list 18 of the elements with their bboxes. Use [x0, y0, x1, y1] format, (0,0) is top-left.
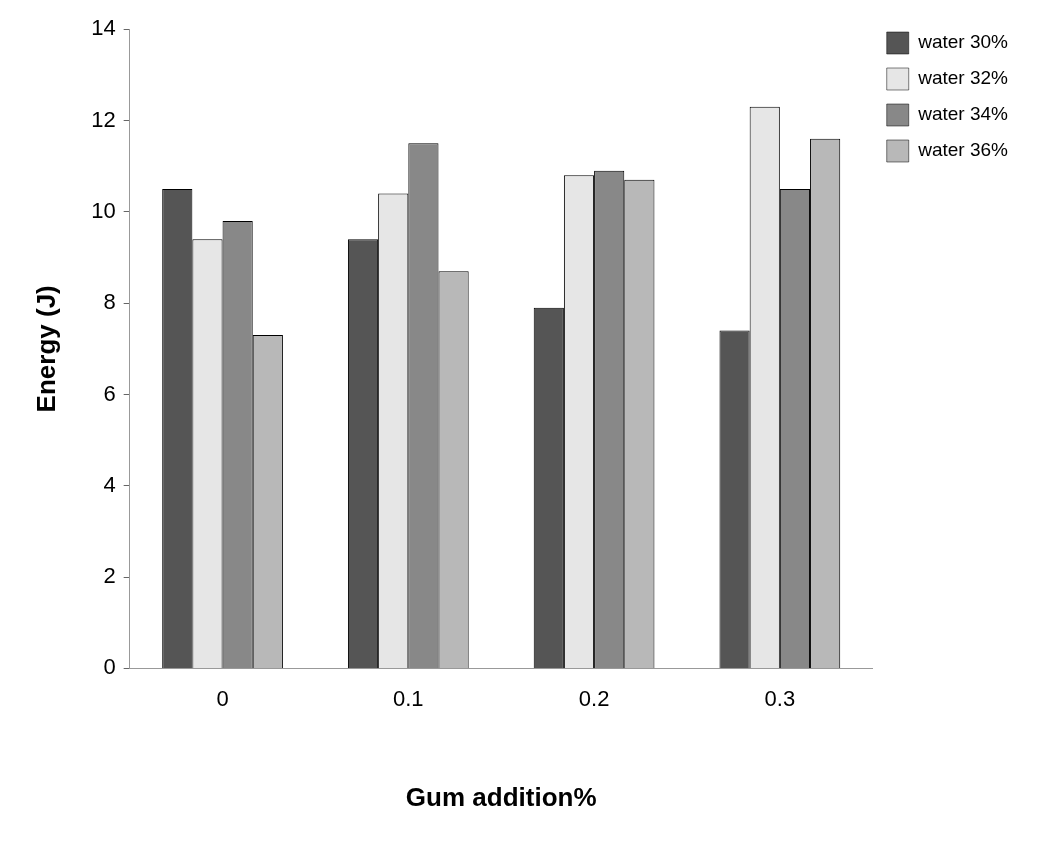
y-axis-title: Energy (J): [30, 285, 61, 413]
x-axis-title: Gum addition%: [405, 781, 597, 812]
y-tick-label: 0: [103, 654, 116, 680]
legend-label: water 36%: [917, 139, 1009, 161]
y-tick-label: 4: [103, 471, 116, 497]
y-tick-label: 10: [91, 197, 116, 223]
x-tick-label: 0: [216, 685, 229, 711]
y-tick-label: 2: [103, 563, 116, 589]
x-tick-label: 0.2: [578, 685, 610, 711]
x-tick-label: 0.1: [393, 685, 424, 711]
y-tick-label: 12: [91, 106, 116, 132]
legend-label: water 32%: [917, 67, 1009, 89]
x-tick-label: 0.3: [764, 685, 796, 711]
y-tick-label: 8: [103, 289, 116, 315]
legend-label: water 30%: [917, 31, 1009, 53]
y-tick-label: 14: [91, 15, 116, 41]
y-tick-label: 6: [103, 380, 116, 406]
legend-label: water 34%: [917, 103, 1009, 125]
